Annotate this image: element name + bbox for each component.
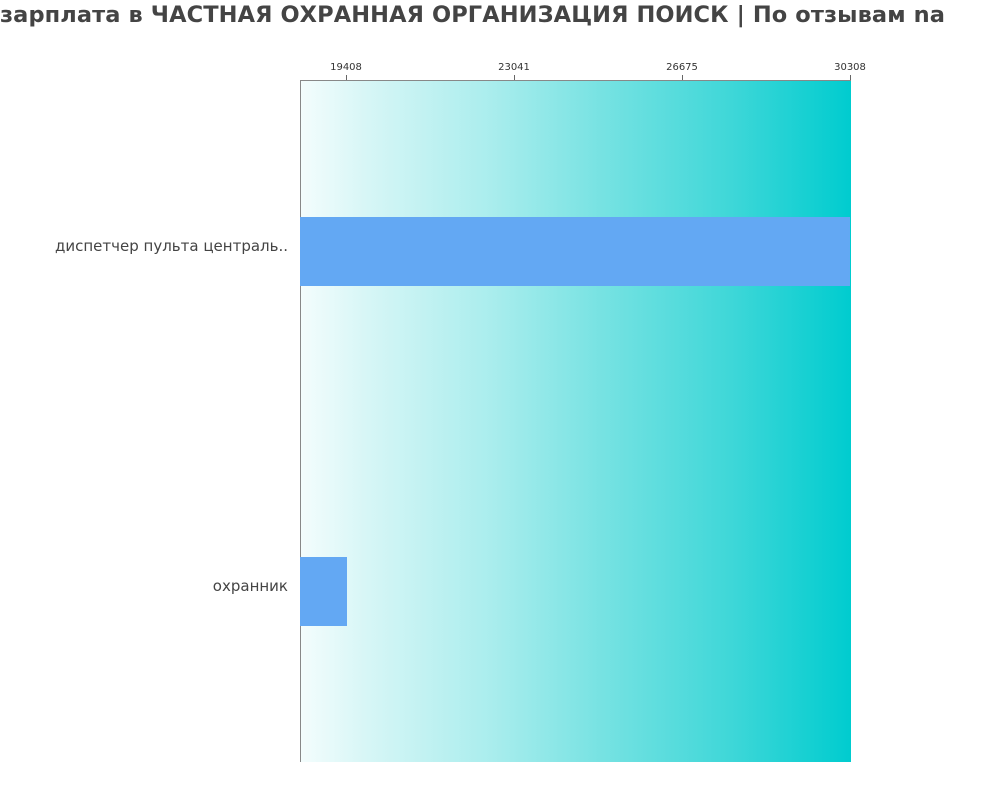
x-tick-label: 23041 — [498, 62, 530, 73]
plot-area — [300, 80, 851, 762]
category-label-dispatcher: диспетчер пульта централь.. — [55, 237, 288, 255]
x-axis-line — [300, 80, 851, 81]
x-tick-mark — [514, 75, 515, 80]
bar-guard — [300, 557, 347, 626]
y-axis-line — [300, 80, 301, 762]
x-tick-mark — [850, 75, 851, 80]
category-label-guard: охранник — [212, 577, 288, 595]
x-tick-mark — [682, 75, 683, 80]
x-tick-label: 30308 — [834, 62, 866, 73]
x-tick-label: 26675 — [666, 62, 698, 73]
chart-title: зарплата в ЧАСТНАЯ ОХРАННАЯ ОРГАНИЗАЦИЯ … — [0, 2, 946, 28]
x-tick-label: 19408 — [330, 62, 362, 73]
x-tick-mark — [346, 75, 347, 80]
bar-dispatcher — [300, 217, 850, 286]
